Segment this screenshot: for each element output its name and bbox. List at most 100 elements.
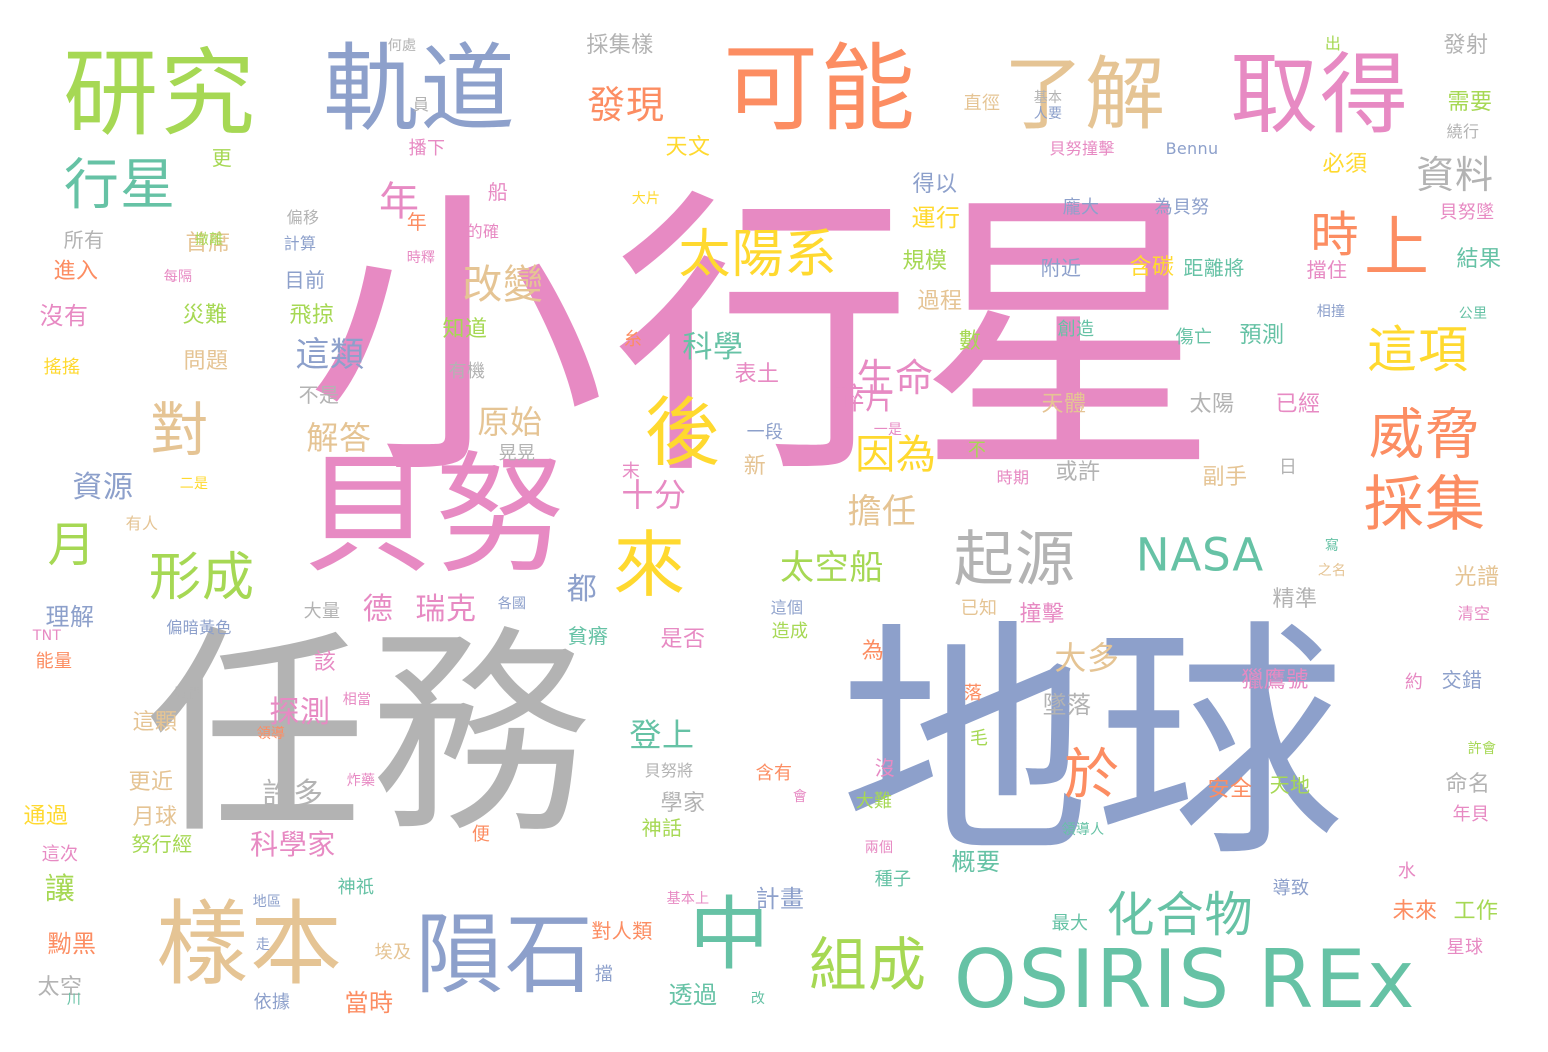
cloud-word: 十分 — [621, 476, 687, 514]
cloud-word: 許會 — [1467, 741, 1497, 757]
cloud-word: 更近 — [128, 770, 174, 795]
cloud-word: 都 — [566, 572, 598, 607]
cloud-word: 出 — [1324, 34, 1342, 53]
cloud-word: 命名 — [1445, 772, 1491, 797]
cloud-word: 船 — [487, 180, 509, 204]
cloud-word: 年貝 — [1452, 804, 1490, 825]
cloud-word: 所有 — [63, 228, 105, 252]
cloud-word: 中 — [689, 888, 771, 981]
cloud-word: 神祇 — [337, 877, 375, 898]
cloud-word: 時 — [1310, 207, 1360, 263]
cloud-word: 發現 — [587, 83, 665, 127]
cloud-word: 了解 — [1003, 48, 1167, 141]
cloud-word: 搖搖 — [43, 357, 81, 378]
cloud-word: 運行 — [911, 204, 961, 232]
cloud-word: 生命 — [856, 356, 934, 400]
cloud-word: 寫 — [1324, 538, 1340, 554]
cloud-word: 撤離 — [194, 232, 224, 248]
cloud-word: 月 — [47, 517, 97, 573]
cloud-word: NASA — [1135, 528, 1265, 582]
cloud-word: 基本上 — [666, 891, 710, 907]
cloud-word: 已知 — [960, 598, 998, 619]
cloud-word: 人要 — [1033, 106, 1063, 122]
cloud-word: 約 — [1404, 672, 1424, 693]
cloud-word: 來 — [613, 523, 687, 607]
cloud-word: 貝努墜 — [1439, 202, 1495, 223]
cloud-word: 一是 — [873, 422, 903, 438]
cloud-word: 最大 — [1051, 913, 1089, 934]
cloud-word: 大多 — [1054, 639, 1120, 677]
cloud-word: 播下 — [408, 138, 446, 159]
cloud-word: 天體 — [1041, 392, 1087, 417]
cloud-word: 沒 — [874, 756, 896, 780]
cloud-word: TNT — [32, 628, 62, 644]
cloud-word: 透過 — [668, 981, 718, 1009]
cloud-word: 太陽系 — [678, 225, 838, 285]
cloud-word: 大難 — [855, 791, 893, 812]
cloud-word: 化合物 — [1106, 887, 1254, 943]
cloud-word: 繞行 — [1446, 122, 1480, 141]
cloud-word: 相當 — [342, 692, 372, 708]
cloud-word: 星球 — [1446, 937, 1484, 958]
cloud-word: 對 — [150, 396, 210, 464]
cloud-word: 隕石 — [415, 903, 595, 1006]
cloud-word: 研究 — [63, 39, 257, 150]
cloud-word: 附近 — [1040, 256, 1082, 280]
cloud-word: 理解 — [45, 603, 95, 631]
cloud-word: 這次 — [41, 844, 79, 865]
cloud-word: 樣本 — [156, 891, 344, 998]
cloud-word: 撞擊 — [1019, 602, 1065, 627]
cloud-word: 天文 — [665, 135, 711, 160]
cloud-word: 落 — [961, 683, 982, 701]
cloud-word: 這個 — [770, 598, 804, 617]
cloud-word: Bennu — [1165, 139, 1219, 158]
cloud-word: 是否 — [660, 627, 706, 652]
cloud-word: 改變 — [462, 262, 544, 308]
cloud-word: 計算 — [283, 234, 317, 253]
cloud-word: 光譜 — [1454, 565, 1500, 590]
cloud-word: 創造 — [1057, 319, 1095, 340]
cloud-word: 大量 — [303, 601, 341, 622]
cloud-word: 二是 — [179, 476, 209, 492]
cloud-word: 公里 — [1458, 306, 1488, 322]
cloud-word: 員 — [412, 95, 430, 114]
cloud-word: 太空船 — [779, 548, 885, 588]
cloud-word: 碎片 — [834, 382, 896, 417]
cloud-word: 貝努撞擊 — [1049, 139, 1115, 158]
cloud-word: 學家 — [660, 791, 706, 816]
cloud-word: 取得 — [1230, 43, 1410, 146]
cloud-word: 必須 — [1322, 152, 1368, 177]
cloud-word: 改 — [750, 991, 766, 1007]
cloud-word: 距離將 — [1183, 256, 1245, 280]
cloud-word: 結果 — [1456, 247, 1502, 272]
cloud-word: 黝黑 — [47, 930, 97, 958]
cloud-word: 埃及 — [374, 942, 412, 963]
cloud-word: 貝努 — [302, 439, 568, 591]
cloud-word: 年 — [372, 180, 418, 220]
cloud-word: 行星 — [63, 152, 177, 217]
cloud-word: 概要 — [951, 848, 1001, 876]
cloud-word: 數 — [958, 329, 982, 354]
cloud-word: 規模 — [902, 249, 948, 274]
cloud-word: 目前 — [284, 268, 326, 292]
cloud-word: 有機 — [448, 361, 486, 382]
cloud-word: 交錯 — [1441, 668, 1483, 692]
cloud-word: 領導 — [256, 726, 286, 742]
cloud-word: 日 — [1278, 457, 1298, 478]
cloud-word: 為 — [861, 639, 885, 664]
cloud-word: 領導人 — [1061, 822, 1105, 838]
cloud-word: 瑞克 — [415, 592, 477, 627]
cloud-word: 資源 — [72, 470, 134, 505]
cloud-word: 相撞 — [1316, 304, 1346, 320]
cloud-word: 精準 — [1272, 587, 1318, 612]
cloud-word: 貝努將 — [644, 761, 694, 780]
cloud-word: 擋 — [594, 964, 614, 985]
cloud-word: 知道 — [442, 317, 488, 342]
cloud-word: 未來 — [1392, 899, 1438, 924]
cloud-word: 這類 — [295, 335, 365, 375]
cloud-word: 地球 — [840, 599, 1350, 890]
cloud-word: 對人類 — [591, 919, 653, 943]
cloud-word: 通過 — [23, 804, 69, 829]
cloud-word: 走 — [255, 937, 271, 953]
cloud-word: 努行經 — [131, 832, 193, 856]
